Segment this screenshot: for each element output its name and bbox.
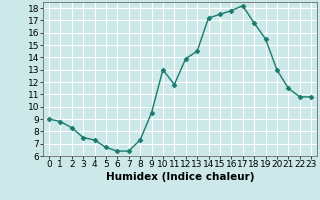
X-axis label: Humidex (Indice chaleur): Humidex (Indice chaleur) — [106, 172, 254, 182]
